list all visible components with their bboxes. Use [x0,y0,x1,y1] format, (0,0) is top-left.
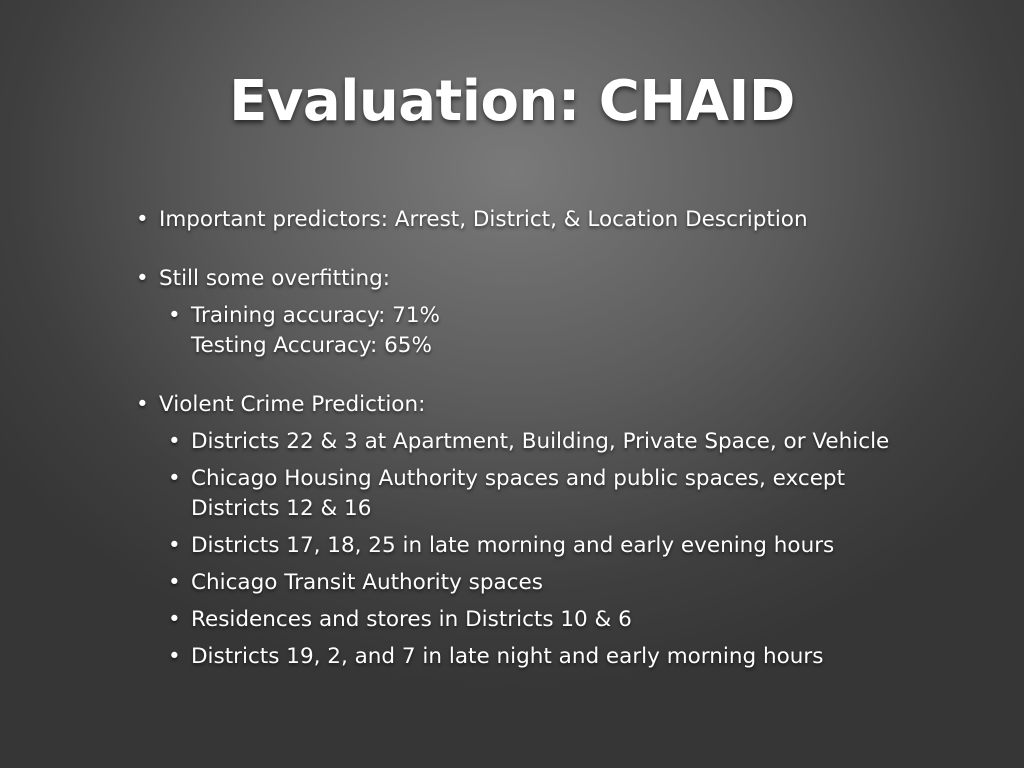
bullet-text-line: Testing Accuracy: 65% [191,333,432,358]
bullet-dot: • [168,644,181,669]
bullet-text: Districts 17, 18, 25 in late morning and… [191,533,835,558]
bullet-dot: • [136,207,149,232]
sub-bullet-cta-spaces: • Chicago Transit Authority spaces [168,568,956,598]
bullet-text: Important predictors: Arrest, District, … [159,207,808,232]
bullet-text: Districts 19, 2, and 7 in late night and… [191,644,824,669]
bullet-dot: • [168,466,181,491]
bullet-dot: • [168,429,181,454]
sub-bullet-cha-spaces: • Chicago Housing Authority spaces and p… [168,464,956,524]
bullet-text-line: Chicago Housing Authority spaces and pub… [191,466,845,491]
sub-bullet-districts-17-18-25: • Districts 17, 18, 25 in late morning a… [168,531,956,561]
bullet-violent-crime: • Violent Crime Prediction: [136,390,956,420]
bullet-text-line: Training accuracy: 71% [191,303,440,328]
bullet-text: Chicago Transit Authority spaces [191,570,543,595]
bullet-text: Violent Crime Prediction: [159,392,426,417]
bullet-dot: • [168,607,181,632]
slide-title: Evaluation: CHAID [229,69,795,134]
bullet-dot: • [168,303,181,328]
bullet-text: Residences and stores in Districts 10 & … [191,607,632,632]
sub-bullet-districts-22-3: • Districts 22 & 3 at Apartment, Buildin… [168,427,956,457]
sub-bullet-districts-19-2-7: • Districts 19, 2, and 7 in late night a… [168,642,956,672]
sub-bullet-residences-stores: • Residences and stores in Districts 10 … [168,605,956,635]
bullet-dot: • [136,392,149,417]
bullet-dot: • [168,570,181,595]
bullet-text: Districts 22 & 3 at Apartment, Building,… [191,429,890,454]
bullet-text: Still some overfitting: [159,266,391,291]
bullet-list: • Important predictors: Arrest, District… [136,205,956,672]
bullet-dot: • [136,266,149,291]
bullet-text-line: Districts 12 & 16 [191,496,372,521]
bullet-overfitting: • Still some overfitting: [136,264,956,294]
bullet-dot: • [168,533,181,558]
bullet-important-predictors: • Important predictors: Arrest, District… [136,205,956,235]
sub-bullet-accuracy: • Training accuracy: 71% Testing Accurac… [168,301,956,361]
